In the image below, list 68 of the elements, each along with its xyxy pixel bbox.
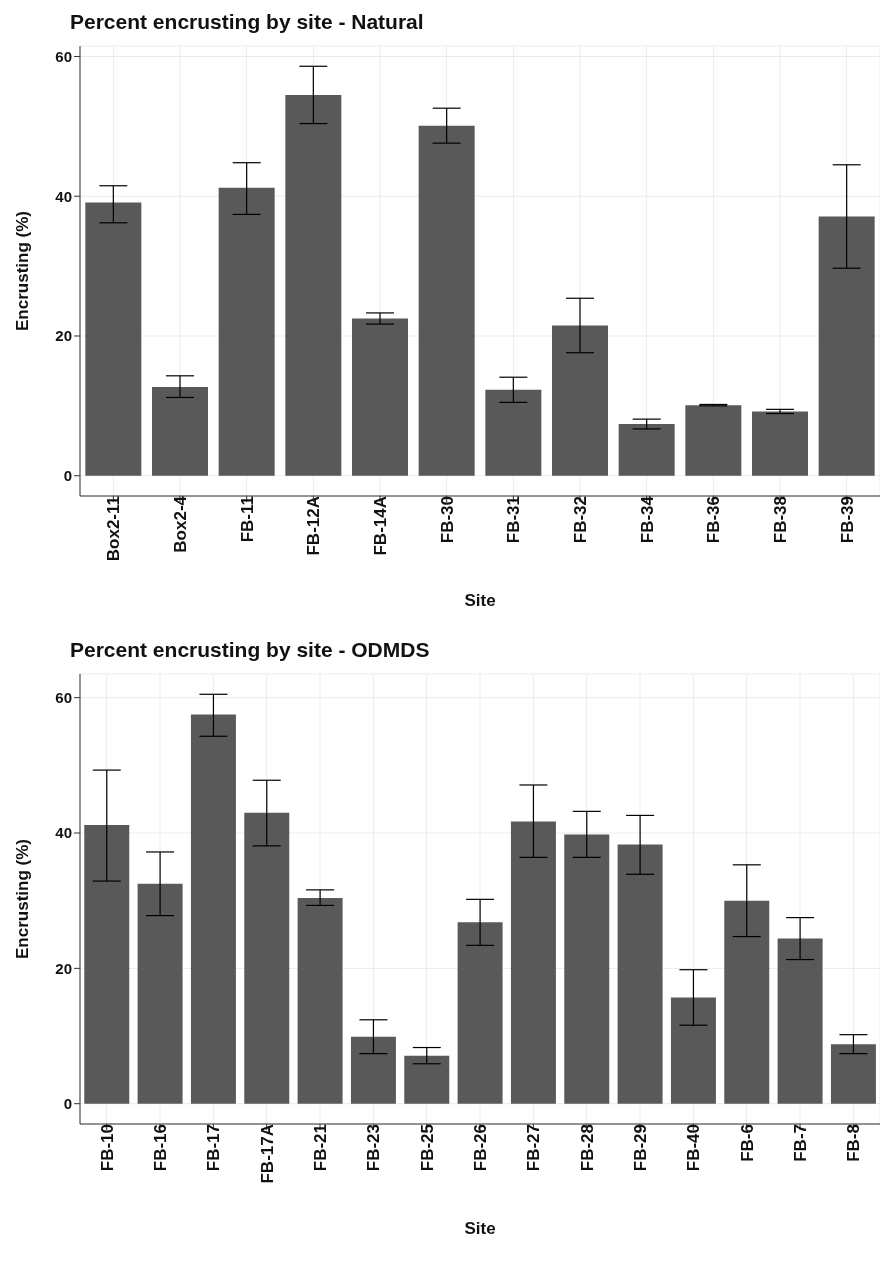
bar <box>218 187 275 476</box>
x-tick-label: FB-14A <box>371 496 391 556</box>
bar <box>617 844 663 1104</box>
x-tick-label: FB-40 <box>684 1124 704 1172</box>
bar <box>457 922 503 1104</box>
y-tick-label: 0 <box>63 467 72 485</box>
bar <box>352 318 408 476</box>
y-tick-label: 60 <box>55 689 72 707</box>
bar <box>85 202 142 476</box>
x-tick-label: FB-16 <box>151 1124 171 1172</box>
bar <box>685 405 742 476</box>
x-tick-label: FB-21 <box>311 1124 331 1172</box>
bar <box>297 897 343 1104</box>
bar <box>618 424 675 476</box>
x-tick-label: FB-7 <box>791 1124 811 1162</box>
x-tick-label: FB-17 <box>204 1124 224 1172</box>
bar <box>670 997 716 1104</box>
x-axis-title: Site <box>464 591 496 610</box>
x-tick-label: FB-11 <box>237 496 257 543</box>
x-tick-label: Box2-4 <box>171 495 191 553</box>
bar <box>152 386 208 476</box>
x-tick-label: FB-10 <box>97 1124 117 1172</box>
y-axis-title: Encrusting (%) <box>13 839 33 959</box>
x-tick-label: FB-30 <box>437 496 457 544</box>
x-tick-label: FB-31 <box>504 496 524 544</box>
x-tick-label: FB-29 <box>631 1124 651 1172</box>
x-tick-label: FB-6 <box>737 1124 757 1162</box>
bar <box>190 714 236 1104</box>
bar <box>404 1055 450 1104</box>
bar <box>830 1044 876 1104</box>
y-tick-label: 40 <box>55 187 72 205</box>
bar <box>485 389 542 476</box>
y-tick-label: 0 <box>63 1095 72 1113</box>
x-tick-label: FB-27 <box>524 1124 544 1172</box>
bar <box>752 411 808 476</box>
x-tick-label: FB-39 <box>837 496 857 544</box>
y-tick-label: 20 <box>55 327 72 345</box>
bar <box>84 824 130 1104</box>
x-tick-label: FB-36 <box>704 496 724 544</box>
bar <box>818 216 875 476</box>
x-tick-label: FB-25 <box>417 1124 437 1172</box>
chart-title: Percent encrusting by site - Natural <box>70 10 424 34</box>
x-tick-label: FB-17A <box>257 1124 277 1184</box>
bar <box>724 900 770 1104</box>
bar <box>510 821 556 1104</box>
bar <box>137 883 183 1104</box>
y-tick-label: 60 <box>55 47 72 65</box>
x-tick-label: FB-23 <box>364 1124 384 1172</box>
bar <box>350 1036 396 1104</box>
x-axis-title: Site <box>464 1219 496 1238</box>
y-tick-label: 20 <box>55 959 72 977</box>
x-tick-label: FB-8 <box>844 1124 864 1162</box>
bar <box>552 325 608 476</box>
bar <box>564 834 610 1104</box>
x-tick-label: FB-12A <box>304 496 324 556</box>
y-tick-label: 40 <box>55 824 72 842</box>
bar <box>285 94 342 476</box>
x-tick-label: FB-26 <box>471 1124 491 1172</box>
x-tick-label: FB-34 <box>637 495 657 544</box>
x-tick-label: FB-38 <box>771 496 791 544</box>
chart-title: Percent encrusting by site - ODMDS <box>70 638 430 662</box>
x-tick-label: FB-32 <box>571 496 591 544</box>
x-tick-label: FB-28 <box>577 1124 597 1172</box>
bar <box>244 812 290 1104</box>
x-tick-label: Box2-11 <box>104 496 124 562</box>
y-axis-title: Encrusting (%) <box>13 211 33 331</box>
bar <box>418 125 475 476</box>
bar <box>777 938 823 1104</box>
